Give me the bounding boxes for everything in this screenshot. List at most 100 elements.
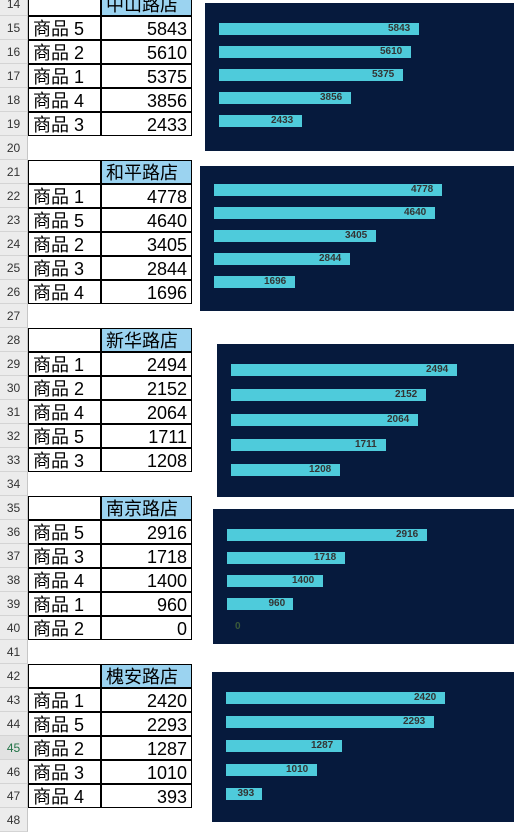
row-header[interactable]: 41 [0,640,28,664]
row-header[interactable]: 40 [0,616,28,640]
product-name-cell[interactable]: 商品 1 [28,64,101,88]
row-header[interactable]: 33 [0,448,28,472]
row-header[interactable]: 47 [0,784,28,808]
product-name-cell[interactable]: 商品 5 [28,208,101,232]
row-header[interactable]: 46 [0,760,28,784]
sales-value-cell[interactable]: 0 [101,616,192,640]
row-header[interactable]: 16 [0,40,28,64]
bar[interactable] [226,716,434,728]
sales-value-cell[interactable]: 1287 [101,736,192,760]
sales-value-cell[interactable]: 1208 [101,448,192,472]
sales-value-cell[interactable]: 3405 [101,232,192,256]
bar-chart[interactable]: 2916 1718 1400 960 0 [213,509,514,644]
bar[interactable] [227,598,293,610]
product-name-cell[interactable]: 商品 4 [28,88,101,112]
bar-chart[interactable]: 4778 4640 3405 2844 1696 [200,166,514,311]
product-name-cell[interactable]: 商品 2 [28,616,101,640]
row-header[interactable]: 18 [0,88,28,112]
product-name-cell[interactable]: 商品 3 [28,112,101,136]
row-header[interactable]: 37 [0,544,28,568]
row-header[interactable]: 26 [0,280,28,304]
row-header[interactable]: 31 [0,400,28,424]
bar-chart[interactable]: 2494 2152 2064 1711 1208 [217,344,514,497]
row-header[interactable]: 27 [0,304,28,328]
blank-cell[interactable] [28,0,101,16]
row-header[interactable]: 21 [0,160,28,184]
sales-value-cell[interactable]: 4640 [101,208,192,232]
sales-value-cell[interactable]: 2420 [101,688,192,712]
bar[interactable] [226,740,342,752]
bar[interactable] [214,276,295,288]
bar[interactable] [219,115,302,127]
row-header[interactable]: 44 [0,712,28,736]
product-name-cell[interactable]: 商品 3 [28,760,101,784]
product-name-cell[interactable]: 商品 3 [28,544,101,568]
sales-value-cell[interactable]: 960 [101,592,192,616]
sales-value-cell[interactable]: 5610 [101,40,192,64]
row-header[interactable]: 23 [0,208,28,232]
product-name-cell[interactable]: 商品 4 [28,784,101,808]
bar-chart[interactable]: 5843 5610 5375 3856 2433 [205,3,514,151]
row-header[interactable]: 15 [0,16,28,40]
row-header[interactable]: 17 [0,64,28,88]
sales-value-cell[interactable]: 2494 [101,352,192,376]
product-name-cell[interactable]: 商品 2 [28,40,101,64]
bar[interactable] [214,253,350,265]
bar[interactable] [214,207,435,219]
bar[interactable] [214,184,442,196]
product-name-cell[interactable]: 商品 4 [28,400,101,424]
store-name-cell[interactable]: 中山路店 [101,0,192,16]
row-header[interactable]: 20 [0,136,28,160]
product-name-cell[interactable]: 商品 4 [28,280,101,304]
row-header[interactable]: 19 [0,112,28,136]
row-header[interactable]: 22 [0,184,28,208]
sales-value-cell[interactable]: 1400 [101,568,192,592]
blank-cell[interactable] [28,328,101,352]
product-name-cell[interactable]: 商品 2 [28,376,101,400]
row-header[interactable]: 25 [0,256,28,280]
sales-value-cell[interactable]: 2916 [101,520,192,544]
sales-value-cell[interactable]: 1711 [101,424,192,448]
bar[interactable] [227,552,345,564]
bar[interactable] [226,788,262,800]
sales-value-cell[interactable]: 4778 [101,184,192,208]
blank-cell[interactable] [28,664,101,688]
bar[interactable] [219,23,419,35]
product-name-cell[interactable]: 商品 3 [28,256,101,280]
row-header[interactable]: 38 [0,568,28,592]
bar[interactable] [226,764,317,776]
product-name-cell[interactable]: 商品 5 [28,520,101,544]
row-header[interactable]: 14 [0,0,28,16]
sales-value-cell[interactable]: 2293 [101,712,192,736]
sales-value-cell[interactable]: 2152 [101,376,192,400]
product-name-cell[interactable]: 商品 1 [28,688,101,712]
sales-value-cell[interactable]: 3856 [101,88,192,112]
sales-value-cell[interactable]: 2844 [101,256,192,280]
bar[interactable] [227,529,427,541]
row-header[interactable]: 28 [0,328,28,352]
bar[interactable] [231,439,386,451]
row-header[interactable]: 34 [0,472,28,496]
bar[interactable] [227,575,323,587]
row-header[interactable]: 32 [0,424,28,448]
bar[interactable] [231,414,418,426]
product-name-cell[interactable]: 商品 2 [28,232,101,256]
row-header[interactable]: 48 [0,808,28,832]
sales-value-cell[interactable]: 1696 [101,280,192,304]
sales-value-cell[interactable]: 2433 [101,112,192,136]
store-name-cell[interactable]: 槐安路店 [101,664,192,688]
sales-value-cell[interactable]: 1010 [101,760,192,784]
product-name-cell[interactable]: 商品 1 [28,592,101,616]
bar[interactable] [226,692,445,704]
bar[interactable] [214,230,376,242]
bar[interactable] [219,69,403,81]
product-name-cell[interactable]: 商品 3 [28,448,101,472]
bar[interactable] [231,389,426,401]
row-header[interactable]: 39 [0,592,28,616]
product-name-cell[interactable]: 商品 1 [28,184,101,208]
product-name-cell[interactable]: 商品 1 [28,352,101,376]
blank-cell[interactable] [28,496,101,520]
product-name-cell[interactable]: 商品 5 [28,712,101,736]
row-header[interactable]: 36 [0,520,28,544]
bar[interactable] [219,46,411,58]
